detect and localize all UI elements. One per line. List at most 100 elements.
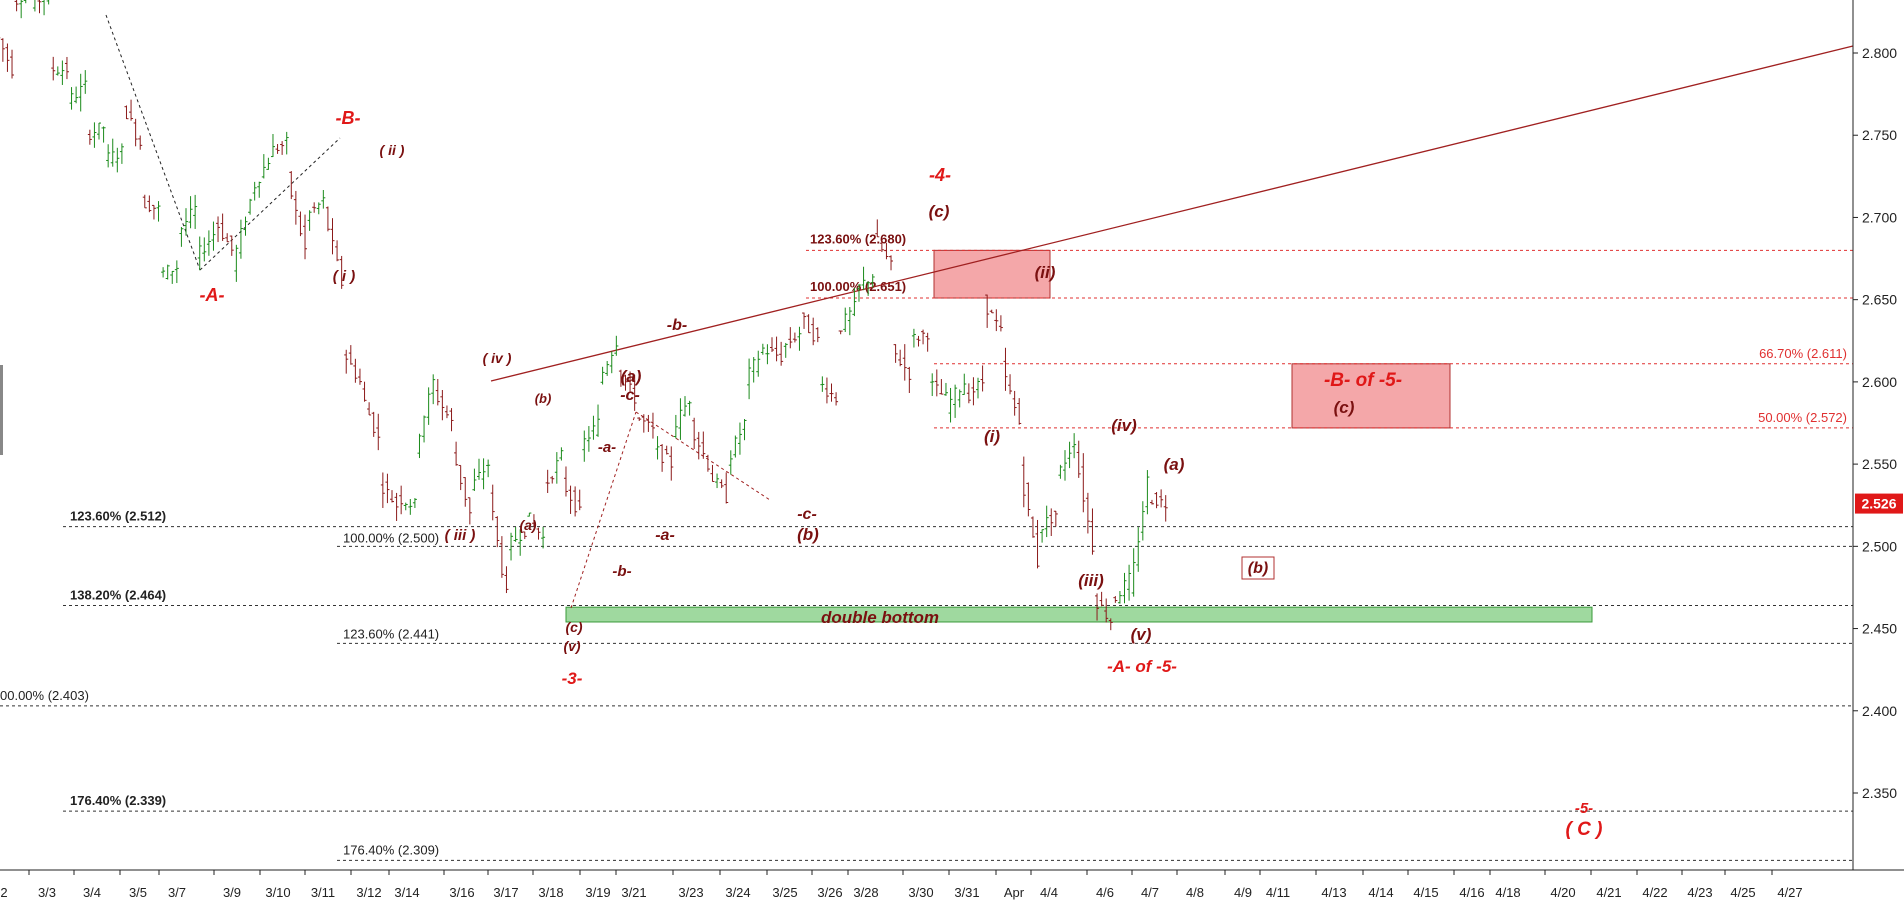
wave-label: -c-	[620, 387, 640, 404]
x-tick-label: 3/23	[678, 885, 703, 900]
x-tick-label: 4/20	[1550, 885, 1575, 900]
x-tick-label: 3/17	[493, 885, 518, 900]
x-tick-label: 3/31	[954, 885, 979, 900]
wave-label: (b)	[535, 391, 552, 406]
wave-label-red: -4-	[929, 165, 951, 185]
y-tick-label: 2.350	[1862, 785, 1897, 801]
x-tick-label: 3/14	[394, 885, 419, 900]
target-zone	[1291, 363, 1451, 429]
y-tick-label: 2.700	[1862, 209, 1897, 225]
x-tick-label: 3/21	[621, 885, 646, 900]
x-tick-label: 4/11	[1266, 885, 1290, 900]
fib-label: 66.70% (2.611)	[1759, 346, 1847, 361]
x-tick-label: 4/22	[1642, 885, 1667, 900]
wave-label: -a-	[655, 527, 675, 544]
x-tick-label: 3/19	[585, 885, 610, 900]
x-tick-label: 3/5	[129, 885, 147, 900]
x-tick-label: 3/28	[853, 885, 878, 900]
wave-guide	[199, 137, 341, 271]
wave-label: (i)	[984, 427, 1000, 446]
wave-label-red: -A- of -5-	[1107, 657, 1177, 676]
wave-label: -b-	[667, 317, 687, 334]
double-bottom-zone	[565, 606, 1593, 623]
x-tick-label: 3/12	[356, 885, 381, 900]
wave-label: -b-	[612, 563, 631, 580]
wave-label: (a)	[621, 367, 642, 386]
x-tick-label: 4/7	[1141, 885, 1159, 900]
fib-label: 123.60% (2.680)	[810, 231, 906, 246]
x-tick-label: 4/23	[1687, 885, 1712, 900]
x-tick-label: 4/16	[1459, 885, 1484, 900]
x-tick-label: 3/24	[725, 885, 750, 900]
x-tick-label: 3/18	[538, 885, 563, 900]
x-tick-label: 4/13	[1321, 885, 1346, 900]
wave-label: (iv)	[1111, 416, 1137, 435]
wave-guide	[570, 411, 637, 609]
x-tick-label: 3/9	[223, 885, 241, 900]
x-tick-label: 4/4	[1040, 885, 1058, 900]
scroll-marker	[0, 365, 3, 455]
fib-label: 176.40% (2.339)	[70, 793, 166, 808]
wave-label-red: ( C )	[1566, 819, 1603, 840]
wave-label: -c-	[797, 506, 817, 523]
y-tick-label: 2.400	[1862, 703, 1897, 719]
wave-label: ( i )	[333, 268, 356, 285]
x-tick-label: 4/15	[1413, 885, 1438, 900]
zone-sublabel: (c)	[1334, 398, 1355, 417]
fib-label: 50.00% (2.572)	[1758, 410, 1847, 425]
wave-label: (ii)	[1035, 263, 1056, 282]
label-box	[1241, 556, 1275, 580]
x-tick-label: 3/11	[311, 885, 335, 900]
wave-label: (b)	[797, 525, 819, 544]
x-tick-label: 4/9	[1234, 885, 1252, 900]
x-tick-label: 3/26	[817, 885, 842, 900]
fib-label: 123.60% (2.512)	[70, 509, 166, 524]
wave-label: ( iv )	[483, 350, 512, 366]
fib-label: 100.00% (2.651)	[810, 279, 906, 294]
x-tick-label: 2	[0, 885, 7, 900]
wave-label: (c)	[929, 202, 950, 221]
x-tick-label: 3/16	[449, 885, 474, 900]
wave-label: -a-	[598, 439, 616, 456]
wave-label: (a)	[519, 517, 536, 533]
y-tick-label: 2.750	[1862, 127, 1897, 143]
wave-label: (v)	[1131, 625, 1152, 644]
x-tick-label: Apr	[1004, 885, 1025, 900]
fib-label: 100.00% (2.500)	[343, 530, 439, 545]
x-tick-label: 4/18	[1495, 885, 1520, 900]
y-tick-label: 2.550	[1862, 456, 1897, 472]
y-tick-label: 2.650	[1862, 292, 1897, 308]
wave-label-red: -B-	[336, 108, 361, 128]
x-tick-label: 3/7	[168, 885, 186, 900]
wave-label: ( ii )	[380, 142, 405, 158]
wave-label: ( iii )	[445, 527, 476, 544]
wave-label: (v)	[563, 638, 580, 654]
x-tick-label: 3/3	[38, 885, 56, 900]
fib-label: 123.60% (2.441)	[343, 626, 439, 641]
wave-label-red: -3-	[562, 669, 583, 688]
zone-label: double bottom	[821, 608, 939, 627]
x-tick-label: 3/25	[772, 885, 797, 900]
x-tick-label: 4/21	[1596, 885, 1621, 900]
last-price-badge	[1855, 493, 1903, 514]
y-tick-label: 2.500	[1862, 538, 1897, 554]
plot-area	[0, 0, 1853, 870]
wave-label: (iii)	[1078, 571, 1104, 590]
x-tick-label: 3/30	[908, 885, 933, 900]
x-tick-label: 4/27	[1777, 885, 1802, 900]
x-tick-label: 4/6	[1096, 885, 1114, 900]
x-tick-label: 3/10	[265, 885, 290, 900]
fib-label: 00.00% (2.403)	[0, 688, 89, 703]
wave-label-red: -5-	[1575, 800, 1593, 817]
y-tick-label: 2.800	[1862, 45, 1897, 61]
zone-label: -B- of -5-	[1324, 370, 1402, 391]
fib-label: 138.20% (2.464)	[70, 588, 166, 603]
x-tick-label: 4/25	[1730, 885, 1755, 900]
trendline	[490, 45, 1854, 382]
x-tick-label: 4/8	[1186, 885, 1204, 900]
last-price-label: 2.526	[1861, 496, 1896, 512]
wave-label: (a)	[1164, 455, 1185, 474]
wave-label: (c)	[565, 619, 582, 635]
